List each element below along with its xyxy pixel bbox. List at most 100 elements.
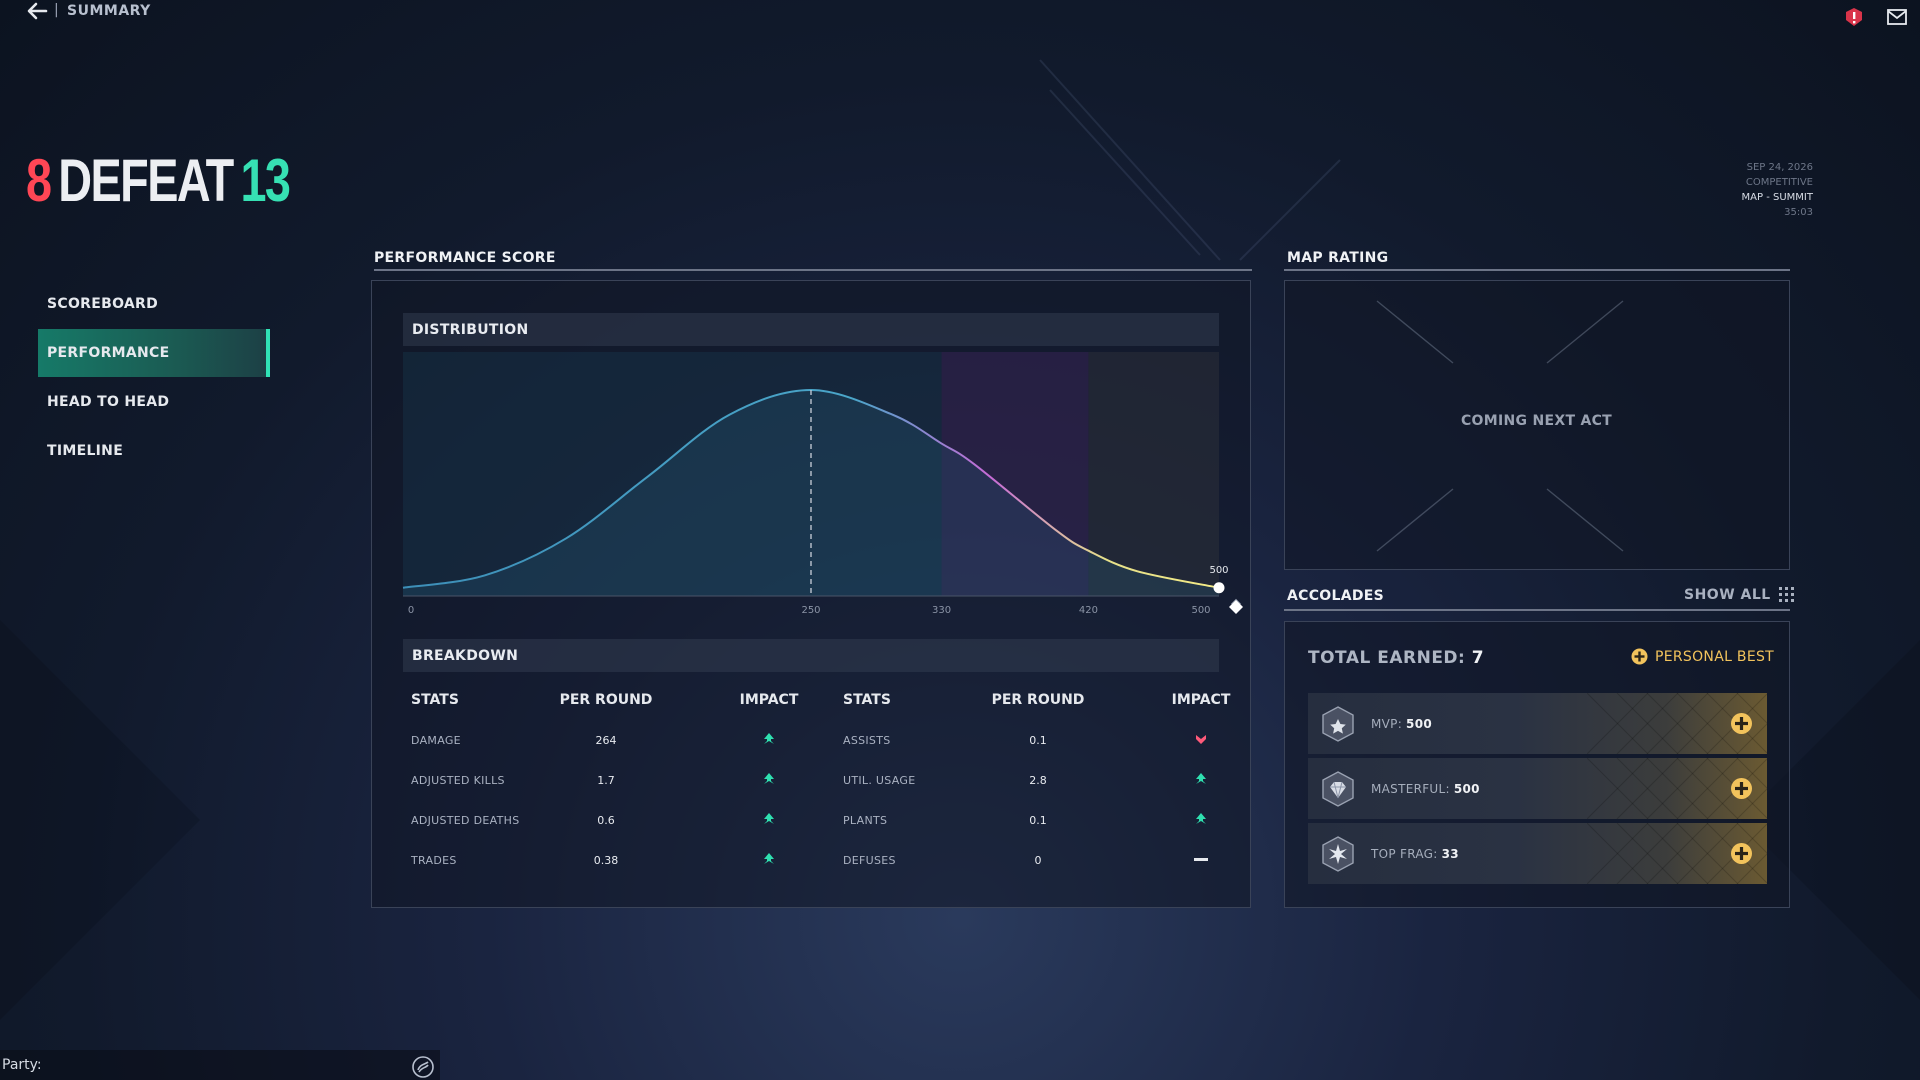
table-header-row: STATS PER ROUND IMPACT STATS PER ROUND I…: [403, 680, 1230, 720]
stat-name: ADJUSTED DEATHS: [411, 813, 520, 827]
star-badge-icon: [1322, 706, 1354, 742]
personal-best-legend: PERSONAL BEST: [1631, 648, 1774, 665]
nav-item-label: HEAD TO HEAD: [47, 394, 170, 410]
match-duration: 35:03: [1784, 207, 1813, 218]
player-score-label: 500: [1209, 565, 1228, 576]
nav-item-performance[interactable]: PERFORMANCE: [38, 329, 270, 377]
stat-value: 2.8: [1029, 773, 1047, 787]
accolade-pattern: [1587, 823, 1767, 884]
nav-item-label: PERFORMANCE: [47, 345, 170, 361]
show-all-button[interactable]: SHOW ALL: [1684, 587, 1795, 603]
burst-badge-icon: [1322, 836, 1354, 872]
team-score: 8: [26, 147, 52, 214]
table-row: DAMAGE 264 ASSISTS 0.1: [403, 720, 1219, 760]
accolade-row[interactable]: MVP: 500: [1308, 693, 1767, 754]
column-header: PER ROUND: [559, 692, 653, 708]
table-row: ADJUSTED KILLS 1.7 UTIL. USAGE 2.8: [403, 760, 1219, 800]
accolade-value: 33: [1441, 846, 1459, 861]
diamond-badge-icon: [1322, 771, 1354, 807]
mail-icon[interactable]: [1886, 8, 1908, 26]
nav-item-timeline[interactable]: TIMELINE: [38, 427, 270, 475]
top-bar: | SUMMARY: [0, 0, 1920, 26]
stat-name: PLANTS: [843, 813, 888, 827]
match-map: MAP - SUMMIT: [1741, 192, 1813, 203]
accolade-label: MVP: 500: [1371, 693, 1432, 754]
table-row: ADJUSTED DEATHS 0.6 PLANTS 0.1: [403, 800, 1219, 840]
accolade-value: 500: [1406, 716, 1432, 731]
stat-value: 0.1: [1029, 733, 1047, 747]
impact-up-icon: [764, 813, 774, 824]
impact-up-icon: [764, 733, 774, 744]
x-tick-label: 250: [801, 605, 820, 616]
column-header: STATS: [843, 692, 891, 708]
impact-cell: [1151, 720, 1251, 760]
accolade-name: TOP FRAG:: [1371, 846, 1438, 861]
grid-icon: [1778, 587, 1794, 602]
impact-cell: [719, 760, 819, 800]
impact-cell: [1151, 840, 1251, 880]
player-score-marker[interactable]: [1213, 582, 1225, 594]
match-meta: SEP 24, 2026 COMPETITIVE MAP - SUMMIT 35…: [1742, 160, 1813, 220]
nav-item-scoreboard[interactable]: SCOREBOARD: [38, 280, 270, 328]
accolades-title: ACCOLADES: [1287, 588, 1385, 604]
stat-name: DAMAGE: [411, 733, 461, 747]
section-divider: [1284, 269, 1790, 271]
stat-name: UTIL. USAGE: [843, 773, 916, 787]
party-icon[interactable]: [411, 1055, 435, 1079]
total-earned: TOTAL EARNED: 7: [1308, 648, 1484, 668]
impact-up-icon: [764, 853, 774, 864]
placeholder-lines: [1376, 300, 1624, 552]
nav-item-label: TIMELINE: [47, 443, 124, 459]
plus-circle-icon: [1731, 843, 1752, 864]
total-earned-value: 7: [1471, 648, 1485, 668]
match-score: 8 DEFEAT 13: [26, 146, 291, 214]
stat-name: DEFUSES: [843, 853, 896, 867]
section-divider: [374, 269, 1252, 271]
performance-score-title: PERFORMANCE SCORE: [374, 250, 556, 266]
chart-zone: [941, 352, 1089, 596]
impact-cell: [719, 840, 819, 880]
table-body: DAMAGE 264 ASSISTS 0.1 ADJUSTED KILLS 1.…: [403, 720, 1219, 880]
stat-name: ASSISTS: [843, 733, 891, 747]
coming-next-act-label: COMING NEXT ACT: [1460, 413, 1613, 429]
accolade-pattern: [1587, 693, 1767, 754]
column-header: IMPACT: [739, 692, 799, 708]
distribution-header: DISTRIBUTION: [403, 313, 1219, 346]
show-all-label: SHOW ALL: [1684, 587, 1771, 603]
stat-value: 0.38: [593, 853, 619, 867]
breakdown-header: BREAKDOWN: [403, 639, 1219, 672]
stat-value: 1.7: [597, 773, 615, 787]
impact-cell: [1151, 800, 1251, 840]
plus-circle-icon: [1731, 713, 1752, 734]
impact-neutral-icon: [1194, 858, 1208, 861]
nav-item-head-to-head[interactable]: HEAD TO HEAD: [38, 378, 270, 426]
column-header: STATS: [411, 692, 459, 708]
side-nav: SCOREBOARD PERFORMANCE HEAD TO HEAD TIME…: [38, 280, 270, 476]
chart-zone: [1088, 352, 1219, 596]
accolade-value: 500: [1453, 781, 1480, 796]
page-title[interactable]: SUMMARY: [67, 3, 151, 19]
x-tick-label: 0: [408, 605, 414, 616]
total-earned-label: TOTAL EARNED:: [1308, 648, 1466, 668]
plus-circle-icon: [1731, 778, 1752, 799]
impact-cell: [1151, 760, 1251, 800]
accolade-label: MASTERFUL: 500: [1371, 758, 1480, 819]
breakdown-table: STATS PER ROUND IMPACT STATS PER ROUND I…: [403, 680, 1230, 880]
nav-item-label: SCOREBOARD: [47, 296, 159, 312]
accolade-name: MASTERFUL:: [1371, 781, 1450, 796]
alert-icon[interactable]: [1843, 6, 1865, 28]
back-arrow-icon[interactable]: [26, 1, 48, 21]
accolade-row[interactable]: TOP FRAG: 33: [1308, 823, 1767, 884]
section-divider: [1284, 609, 1790, 611]
plus-circle-icon: [1631, 648, 1648, 665]
x-tick-label: 420: [1079, 605, 1098, 616]
stat-value: 264: [595, 733, 617, 747]
match-mode: COMPETITIVE: [1745, 177, 1813, 188]
accolade-row[interactable]: MASTERFUL: 500: [1308, 758, 1767, 819]
enemy-score: 13: [240, 147, 290, 214]
stat-name: ADJUSTED KILLS: [411, 773, 505, 787]
map-rating-panel: [1284, 280, 1790, 570]
column-header: IMPACT: [1171, 692, 1231, 708]
match-date: SEP 24, 2026: [1746, 162, 1813, 173]
distribution-chart: 0 250 330 420 500 500: [402, 352, 1243, 616]
